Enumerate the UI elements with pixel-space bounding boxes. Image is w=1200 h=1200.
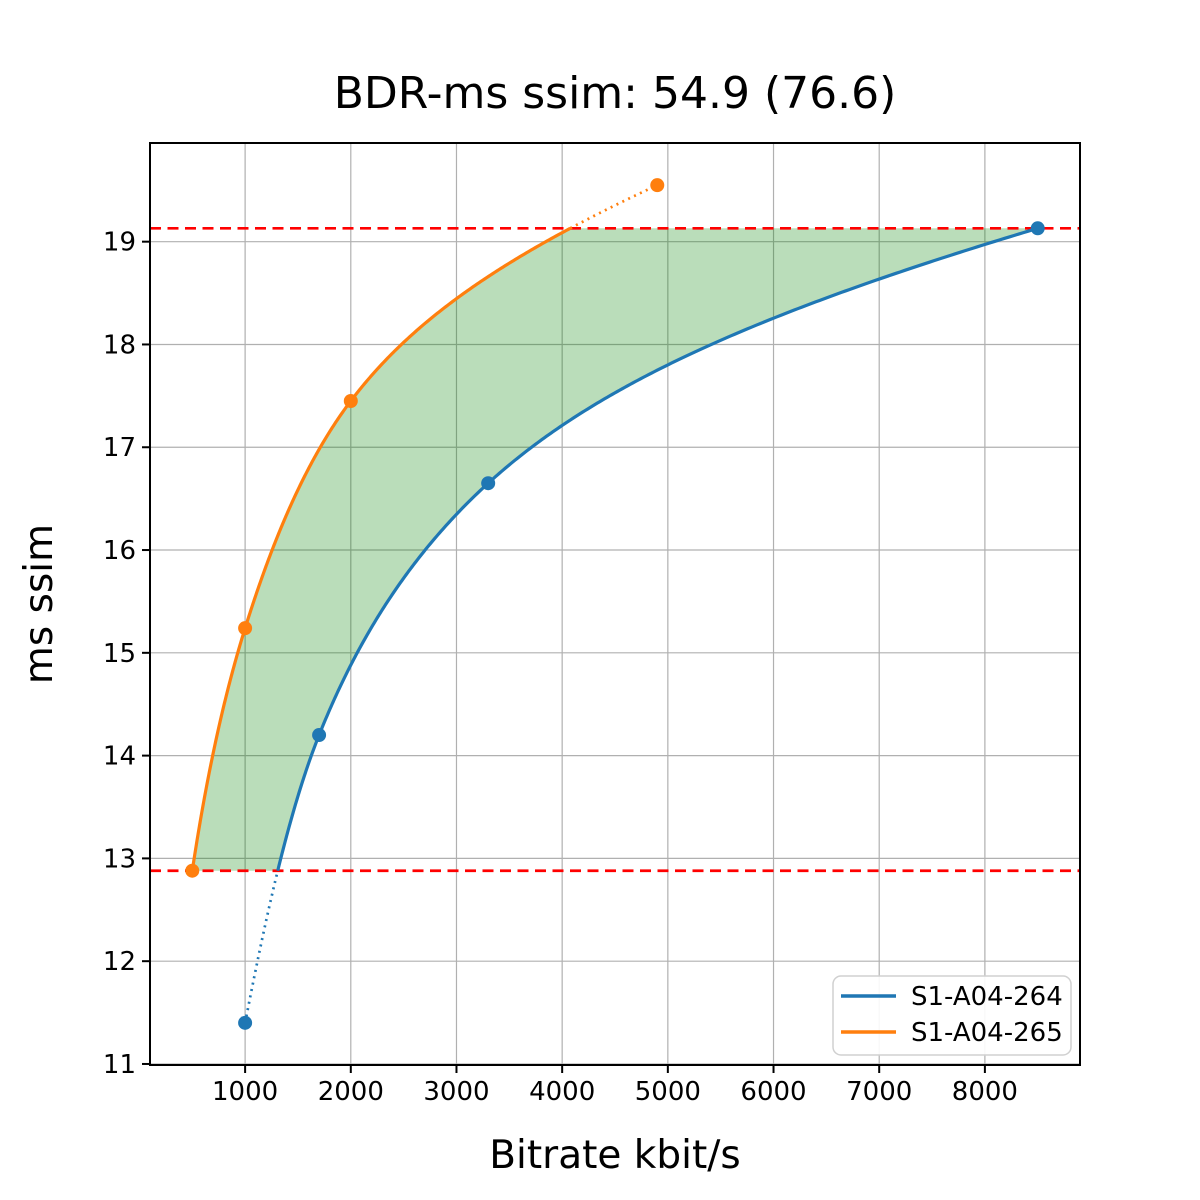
x-tick-label: 6000 — [740, 1077, 806, 1107]
y-tick-label: 17 — [103, 433, 136, 463]
x-tick-label: 5000 — [635, 1077, 701, 1107]
y-tick-label: 14 — [103, 742, 136, 772]
x-axis-label: Bitrate kbit/s — [489, 1133, 740, 1178]
x-tick-label: 7000 — [846, 1077, 912, 1107]
legend-label-series-1: S1-A04-264 — [911, 982, 1063, 1012]
data-point-marker-S1-A04-265 — [185, 863, 200, 878]
bd-area-fill — [192, 228, 1038, 871]
y-tick-label: 18 — [103, 330, 136, 360]
legend: S1-A04-264 S1-A04-265 — [832, 975, 1072, 1056]
x-tick-label: 1000 — [212, 1077, 278, 1107]
data-point-marker-S1-A04-265 — [343, 394, 358, 408]
y-tick-label: 12 — [103, 947, 136, 977]
x-tick-label: 2000 — [318, 1077, 384, 1107]
grid-layer — [150, 143, 1080, 1065]
bd-area-fill-layer — [192, 228, 1038, 871]
axis-ticks-layer: 1000 2000 3000 4000 5000 6000 7000 8000 11 12 13 14… — [103, 228, 1018, 1107]
data-point-marker-S1-A04-264 — [481, 476, 496, 491]
data-point-marker-S1-A04-264 — [312, 728, 327, 743]
data-point-marker-S1-A04-265 — [650, 178, 665, 193]
y-tick-label: 11 — [103, 1050, 136, 1080]
y-tick-label: 15 — [103, 639, 136, 669]
x-tick-label: 4000 — [529, 1077, 595, 1107]
y-tick-label: 16 — [103, 536, 136, 566]
y-tick-label: 13 — [103, 844, 136, 874]
series-curve-solid-S1-A04-265 — [190, 226, 571, 871]
data-point-markers-layer — [185, 178, 1045, 1030]
chart-title: BDR-ms ssim: 54.9 (76.6) — [334, 68, 897, 119]
plot-area-border — [149, 142, 1081, 1066]
series-curve-dotted-S1-A04-265 — [569, 183, 658, 230]
data-point-marker-S1-A04-264 — [238, 1015, 253, 1030]
x-tick-label: 8000 — [952, 1077, 1018, 1107]
series-curve-dotted-S1-A04-264 — [243, 870, 280, 1024]
y-tick-label: 19 — [103, 228, 136, 258]
y-axis-label: ms ssim — [17, 524, 62, 684]
data-point-marker-S1-A04-265 — [238, 621, 253, 636]
data-point-marker-S1-A04-264 — [1030, 221, 1045, 236]
x-tick-label: 3000 — [423, 1077, 489, 1107]
overlap-reference-lines-layer — [150, 226, 1080, 873]
legend-label-series-2: S1-A04-265 — [911, 1018, 1063, 1048]
